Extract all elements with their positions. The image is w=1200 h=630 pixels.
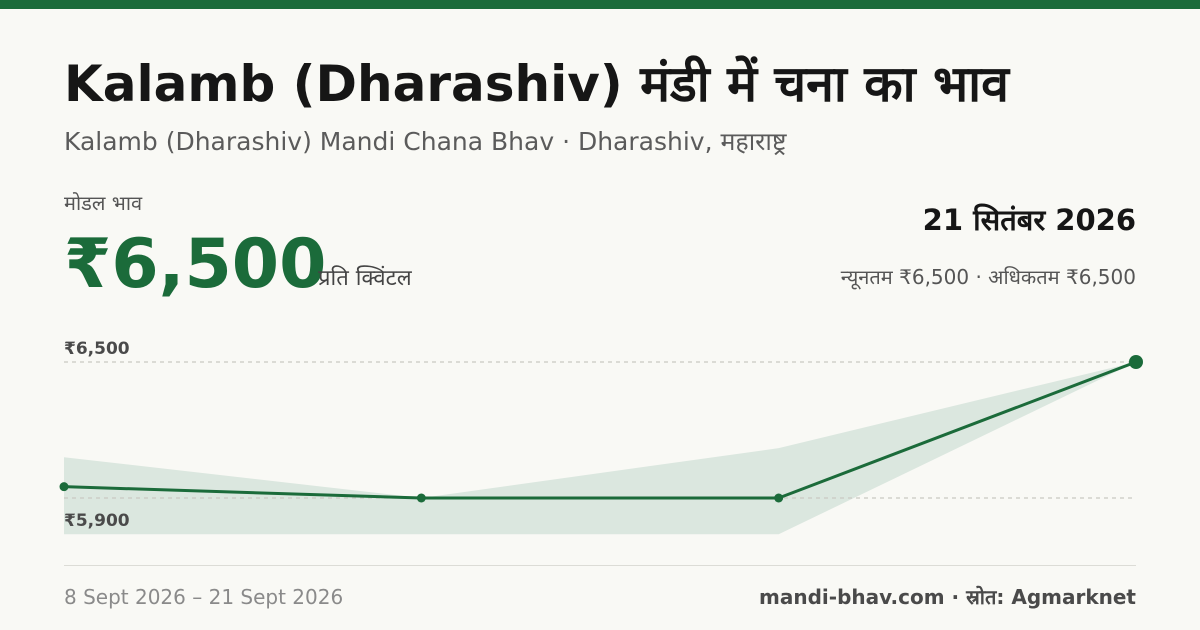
page-subtitle: Kalamb (Dharashiv) Mandi Chana Bhav · Dh… [64,127,787,156]
data-point-latest [1129,355,1143,369]
price-trend-chart: ₹6,500 ₹5,900 [59,339,1143,535]
y-tick-label: ₹5,900 [64,511,130,531]
footer-divider [64,565,1136,566]
data-point [59,482,69,492]
page-title: Kalamb (Dharashiv) मंडी में चना का भाव [64,55,1009,113]
model-price-value: ₹6,500 [64,225,327,304]
price-unit: प्रति क्विंटल [318,266,412,291]
data-point [416,493,426,503]
price-date: 21 सितंबर 2026 [922,203,1136,237]
min-max-price: न्यूनतम ₹6,500 · अधिकतम ₹6,500 [840,265,1136,289]
date-range: 8 Sept 2026 – 21 Sept 2026 [64,585,344,609]
site-source: mandi-bhav.com · स्रोत: Agmarknet [759,585,1136,609]
top-accent-bar [0,0,1200,9]
data-point [774,493,784,503]
min-max-band [64,362,1136,535]
model-price-label: मोडल भाव [64,191,143,215]
y-tick-label: ₹6,500 [64,339,130,359]
series-line [62,360,1138,500]
